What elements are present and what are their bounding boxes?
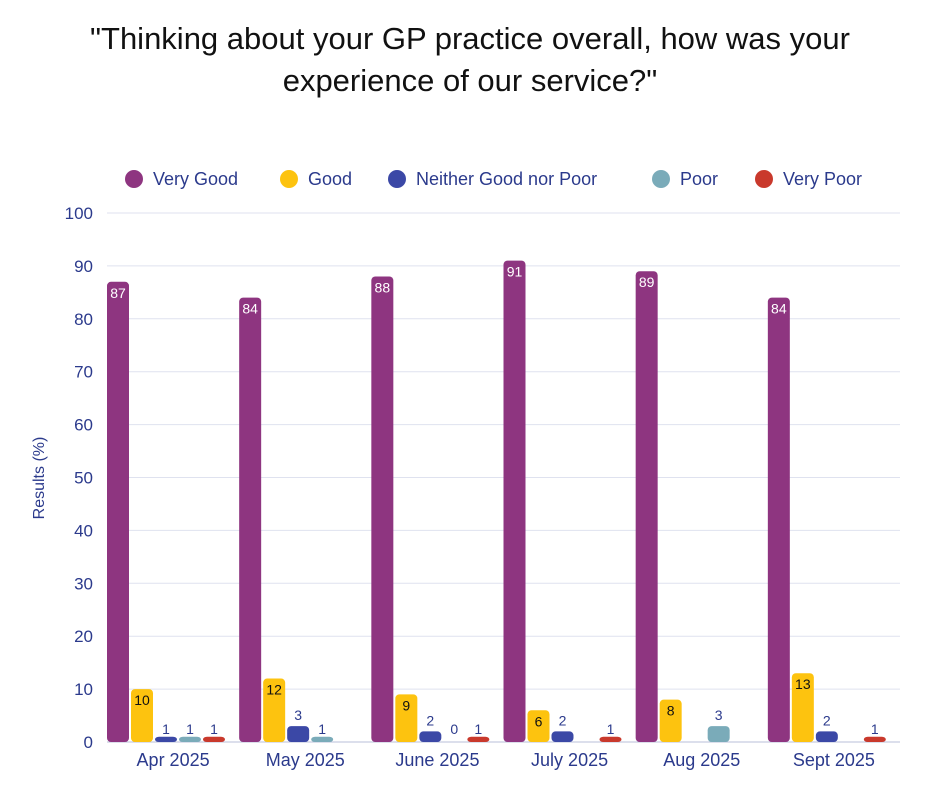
- x-tick-label: May 2025: [266, 750, 345, 770]
- chart-title: "Thinking about your GP practice overall…: [0, 18, 940, 102]
- legend-label: Neither Good nor Poor: [416, 169, 597, 189]
- bar: [815, 731, 838, 742]
- y-tick-label: 60: [74, 416, 93, 435]
- data-label: 12: [266, 682, 282, 698]
- data-label: 3: [715, 707, 723, 723]
- bar: [179, 736, 201, 742]
- y-tick-label: 50: [74, 469, 93, 488]
- chart-title-line-1: "Thinking about your GP practice overall…: [90, 21, 850, 56]
- bar: [767, 297, 790, 742]
- bar: [791, 673, 814, 742]
- y-tick-label: 70: [74, 363, 93, 382]
- x-tick-label: July 2025: [531, 750, 608, 770]
- data-label: 87: [110, 285, 126, 301]
- bar: [203, 736, 225, 742]
- data-label: 84: [242, 301, 258, 317]
- bar: [863, 736, 886, 742]
- bar: [707, 726, 730, 742]
- bar: [551, 731, 574, 742]
- data-label: 1: [607, 721, 615, 737]
- y-tick-label: 10: [74, 680, 93, 699]
- bar: [155, 736, 177, 742]
- bar: [635, 271, 658, 742]
- data-label: 88: [375, 279, 391, 295]
- y-tick-label: 80: [74, 310, 93, 329]
- y-tick-label: 40: [74, 521, 93, 540]
- bar: [419, 731, 442, 742]
- data-label: 91: [507, 264, 523, 280]
- bar: [371, 276, 394, 742]
- data-label: 3: [294, 707, 302, 723]
- y-tick-label: 20: [74, 627, 93, 646]
- x-tick-label: Sept 2025: [793, 750, 875, 770]
- legend-marker: [652, 170, 670, 188]
- legend-label: Very Poor: [783, 169, 862, 189]
- bar: [599, 736, 622, 742]
- y-tick-label: 90: [74, 257, 93, 276]
- data-label: 8: [667, 703, 675, 719]
- data-label: 84: [771, 301, 787, 317]
- data-label: 10: [134, 692, 150, 708]
- y-tick-label: 100: [65, 204, 93, 223]
- bar: [107, 281, 129, 742]
- data-label: 6: [535, 713, 543, 729]
- bar: [395, 694, 418, 742]
- data-label: 13: [795, 676, 811, 692]
- data-label: 1: [186, 721, 194, 737]
- bar: [503, 260, 526, 742]
- data-label: 2: [559, 712, 567, 728]
- data-label: 9: [402, 697, 410, 713]
- legend-marker: [280, 170, 298, 188]
- x-tick-label: Apr 2025: [137, 750, 210, 770]
- data-label: 0: [450, 721, 458, 737]
- x-tick-label: June 2025: [395, 750, 479, 770]
- legend-label: Good: [308, 169, 352, 189]
- data-label: 2: [426, 712, 434, 728]
- data-label: 1: [318, 721, 326, 737]
- bar: [287, 726, 310, 742]
- legend-label: Very Good: [153, 169, 238, 189]
- chart-title-line-2: experience of our service?": [282, 63, 658, 98]
- legend-label: Poor: [680, 169, 718, 189]
- data-label: 1: [162, 721, 170, 737]
- bar: [131, 689, 153, 742]
- data-label: 2: [823, 712, 831, 728]
- bar: [239, 297, 262, 742]
- legend-marker: [125, 170, 143, 188]
- bar: [263, 678, 286, 742]
- bar: [527, 710, 550, 742]
- data-label: 1: [210, 721, 218, 737]
- bar: [311, 736, 334, 742]
- y-axis-label: Results (%): [31, 437, 48, 520]
- x-tick-label: Aug 2025: [663, 750, 740, 770]
- data-label: 1: [871, 721, 879, 737]
- data-label: 1: [474, 721, 482, 737]
- legend-marker: [388, 170, 406, 188]
- y-tick-label: 30: [74, 574, 93, 593]
- data-label: 89: [639, 274, 655, 290]
- legend-marker: [755, 170, 773, 188]
- bar: [659, 699, 682, 742]
- bar: [467, 736, 490, 742]
- y-tick-label: 0: [84, 733, 93, 752]
